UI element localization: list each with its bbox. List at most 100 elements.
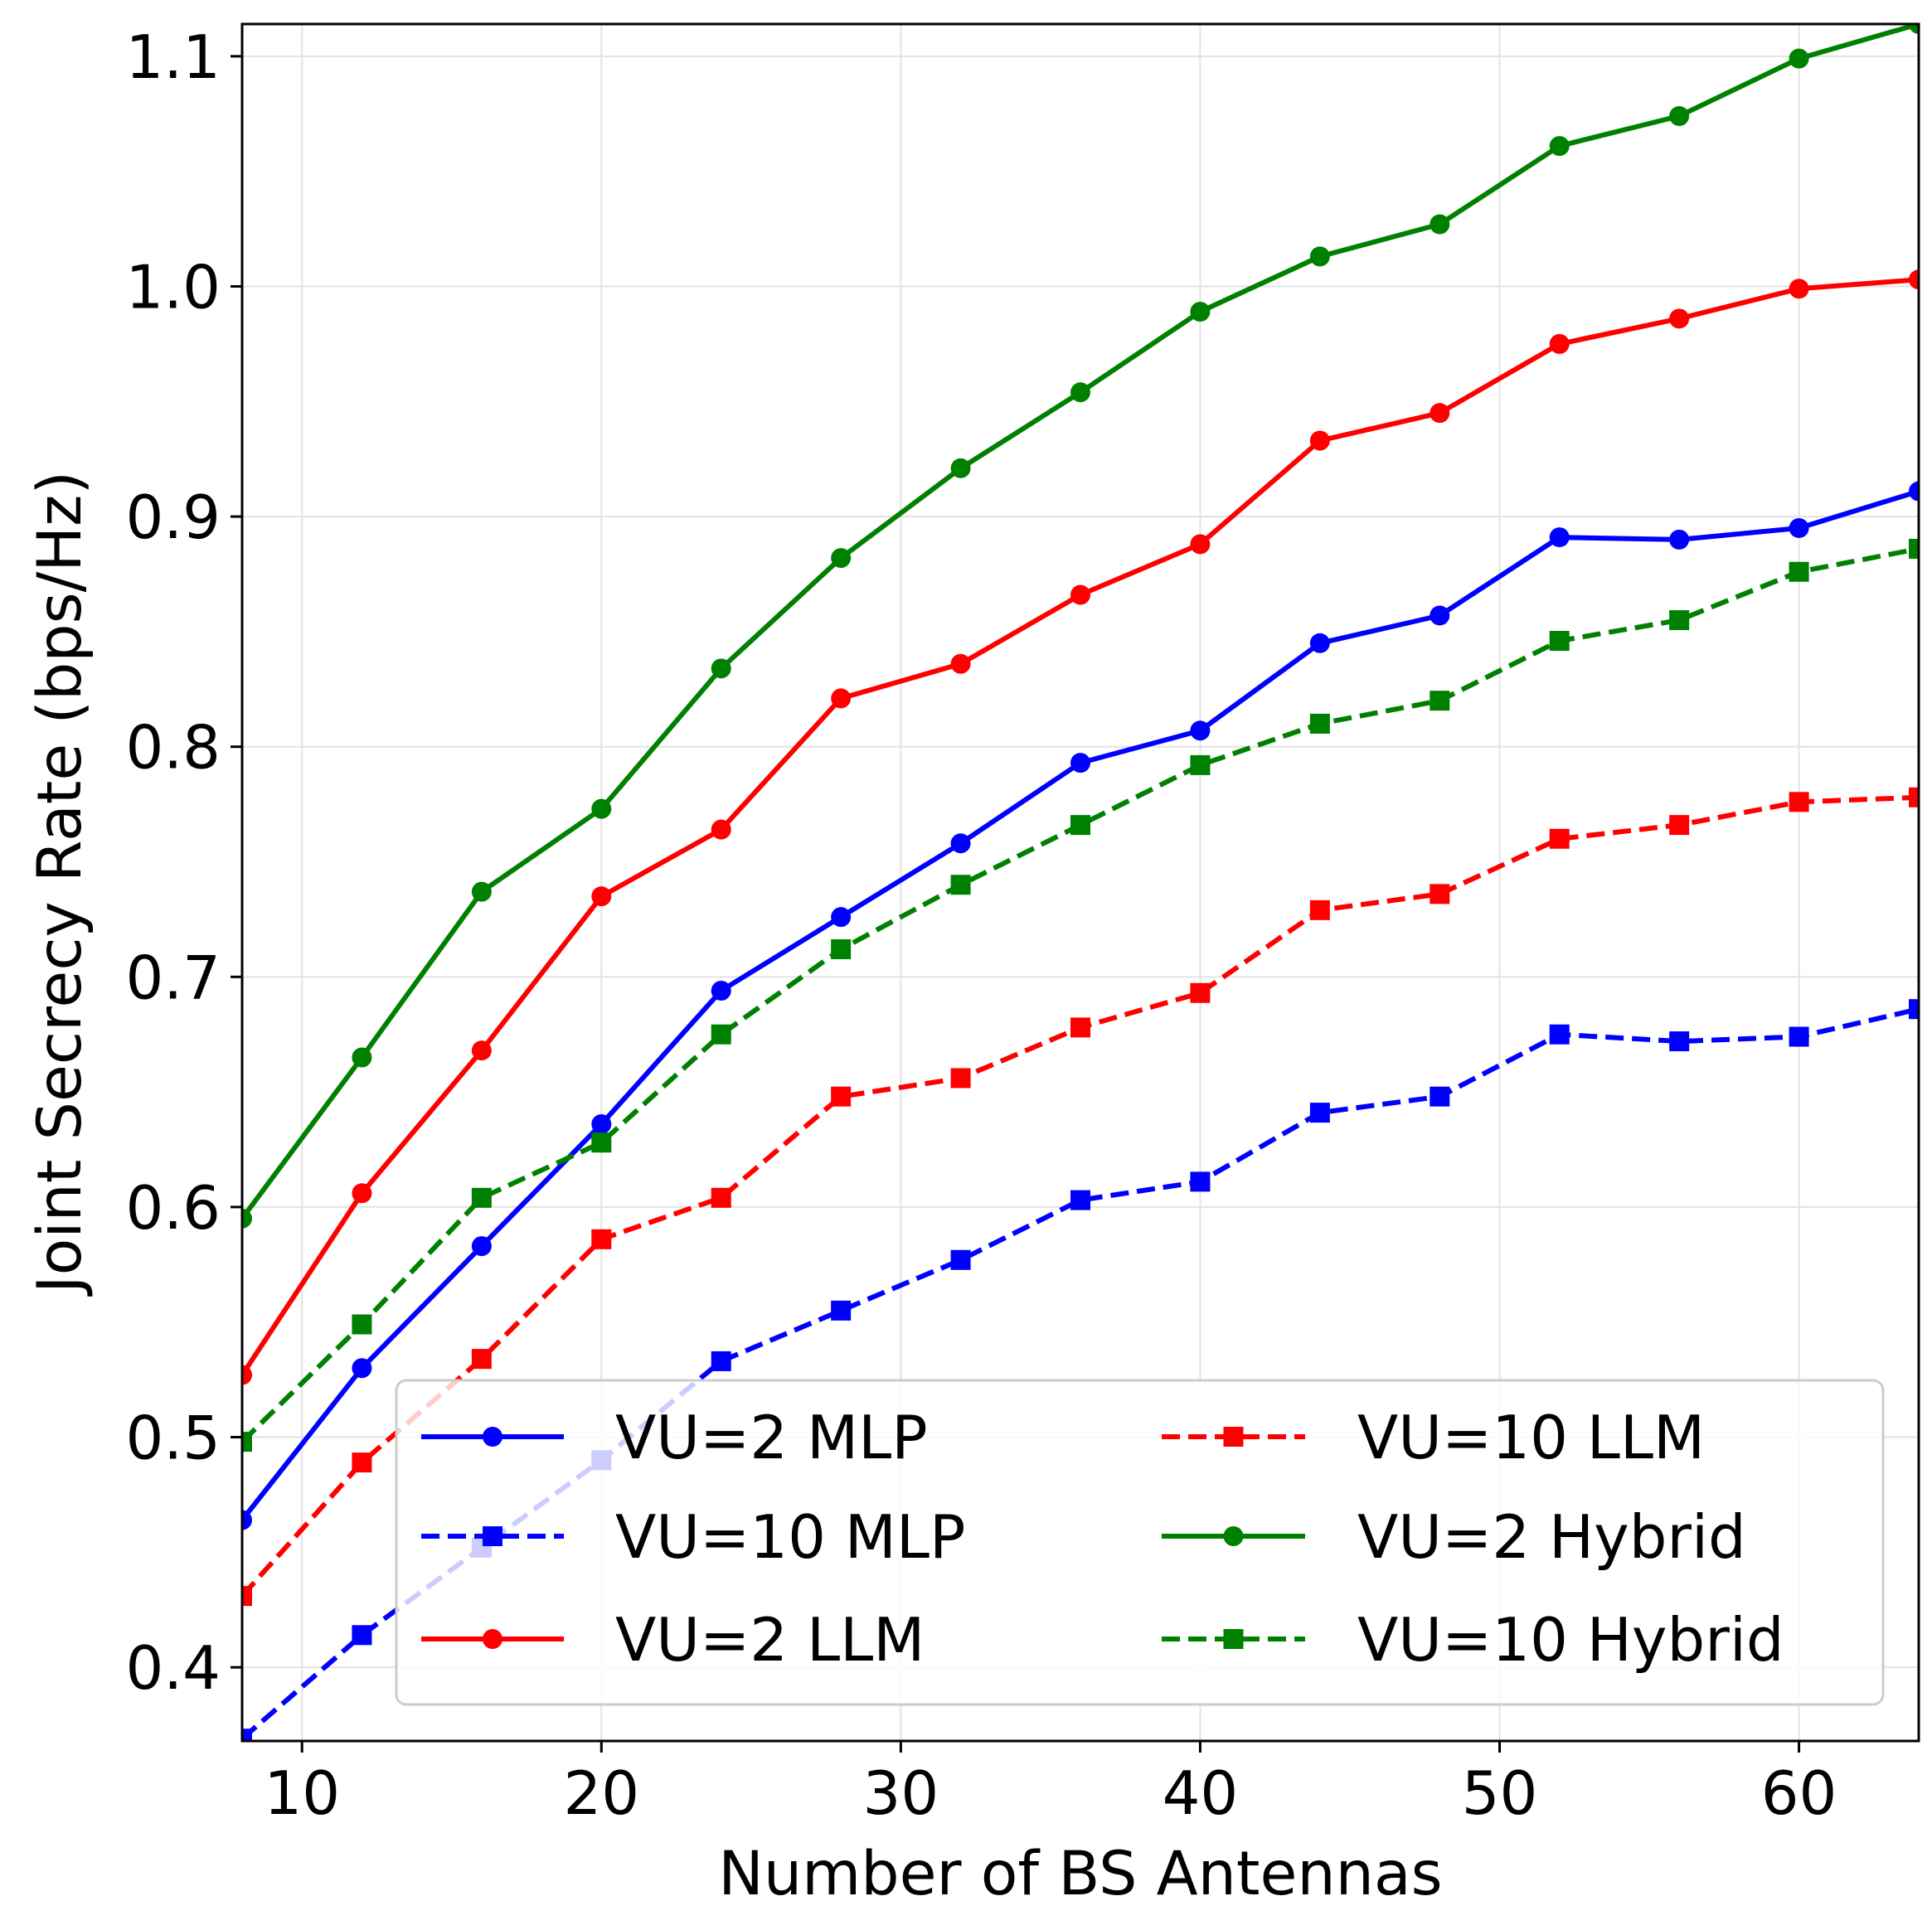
legend-marker	[483, 1427, 502, 1447]
data-point	[711, 980, 731, 1001]
data-point	[1070, 815, 1090, 836]
data-point	[1669, 308, 1690, 329]
data-point	[242, 1208, 252, 1229]
y-tick-label: 0.4	[125, 1633, 221, 1703]
data-point	[1070, 1017, 1090, 1038]
data-point	[1669, 610, 1690, 631]
y-tick-label: 0.5	[125, 1404, 221, 1473]
legend: VU=2 MLP VU=10 MLP VU=2 LLM VU=10 LLM VU=2 H…	[395, 1379, 1885, 1706]
data-point	[471, 881, 492, 902]
axis-ticks: 10 20 30 40 50 60 0.4 0.5 0.6 0.7 0.8 0.9 1.0 1.1	[125, 22, 1837, 1828]
data-point	[1789, 517, 1809, 538]
data-point	[1789, 279, 1809, 299]
data-point	[711, 1351, 731, 1371]
data-point	[1309, 1103, 1330, 1123]
data-point	[1190, 534, 1211, 555]
data-point	[591, 1229, 612, 1249]
legend-marker	[483, 1526, 502, 1546]
data-point	[352, 1625, 372, 1646]
data-point	[242, 1432, 252, 1452]
data-point	[1430, 1086, 1450, 1107]
data-point	[711, 819, 731, 840]
data-point	[1789, 792, 1809, 812]
data-point	[1309, 430, 1330, 451]
data-point	[1909, 999, 1919, 1020]
y-tick-label: 0.9	[125, 483, 221, 552]
y-tick-label: 0.8	[125, 713, 221, 783]
data-point	[711, 658, 731, 679]
x-tick-label: 40	[1163, 1758, 1239, 1828]
data-point	[591, 886, 612, 907]
data-point	[831, 548, 852, 569]
data-point	[1430, 884, 1450, 904]
y-tick-label: 1.1	[125, 22, 221, 92]
data-point	[831, 939, 852, 960]
series-vu-2-llm	[242, 269, 1919, 1385]
data-point	[1430, 403, 1450, 424]
data-point	[1190, 754, 1211, 775]
data-point	[1309, 633, 1330, 653]
y-axis-label: Joint Secrecy Rate (bps/Hz)	[25, 471, 95, 1297]
data-point	[711, 1187, 731, 1208]
series-vu-2-mlp	[242, 481, 1919, 1530]
data-point	[352, 1314, 372, 1335]
y-tick-label: 0.6	[125, 1173, 221, 1243]
series-vu-2-hybrid	[242, 24, 1919, 1229]
legend-box	[395, 1379, 1885, 1706]
data-point	[1669, 815, 1690, 836]
data-point	[1430, 214, 1450, 235]
data-point	[1909, 538, 1919, 559]
data-point	[242, 1510, 252, 1530]
data-point	[471, 1187, 492, 1208]
data-point	[1789, 48, 1809, 69]
data-point	[1190, 1171, 1211, 1192]
data-point	[1789, 1026, 1809, 1047]
data-point	[950, 1068, 971, 1089]
data-point	[1909, 24, 1919, 34]
data-point	[352, 1358, 372, 1379]
data-point	[1789, 561, 1809, 582]
data-point	[1669, 106, 1690, 127]
data-point	[1309, 900, 1330, 920]
data-point	[242, 1586, 252, 1607]
y-tick-label: 0.7	[125, 943, 221, 1012]
data-point	[1549, 1024, 1570, 1045]
x-tick-label: 10	[264, 1758, 340, 1828]
data-point	[1909, 269, 1919, 290]
data-point	[1070, 753, 1090, 773]
data-point	[1909, 787, 1919, 807]
legend-marker	[1223, 1427, 1244, 1447]
legend-marker	[1223, 1526, 1244, 1546]
x-axis-label: Number of BS Antennas	[718, 1839, 1442, 1909]
data-point	[1190, 302, 1211, 322]
data-point	[591, 798, 612, 819]
data-point	[1549, 527, 1570, 548]
data-point	[1549, 828, 1570, 849]
legend-label: VU=2 Hybrid	[1357, 1502, 1746, 1572]
series-vu-10-hybrid	[242, 538, 1919, 1452]
x-tick-label: 60	[1761, 1758, 1837, 1828]
data-point	[591, 1113, 612, 1134]
data-point	[950, 1249, 971, 1270]
data-point	[1430, 605, 1450, 626]
data-point	[950, 875, 971, 895]
data-point	[352, 1047, 372, 1068]
data-point	[471, 1349, 492, 1370]
legend-entry: VU=10 MLP	[421, 1502, 965, 1572]
data-point	[1070, 584, 1090, 605]
legend-entry: VU=2 LLM	[421, 1605, 925, 1675]
data-point	[471, 1236, 492, 1257]
data-point	[831, 688, 852, 709]
data-point	[1549, 631, 1570, 652]
legend-label: VU=2 MLP	[615, 1403, 928, 1472]
x-tick-label: 20	[563, 1758, 639, 1828]
legend-entry: VU=10 LLM	[1162, 1403, 1705, 1472]
y-tick-label: 1.0	[125, 252, 221, 322]
data-point	[1909, 481, 1919, 502]
plot-frame	[240, 22, 1920, 1743]
data-point	[1190, 982, 1211, 1003]
legend-entry: VU=2 Hybrid	[1162, 1502, 1746, 1572]
data-point	[591, 1132, 612, 1153]
data-point	[1430, 691, 1450, 711]
